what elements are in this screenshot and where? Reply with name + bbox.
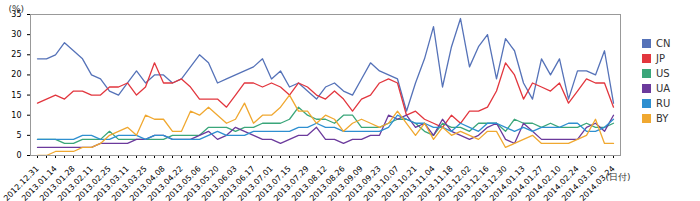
svg-text:(日付): (日付)	[605, 172, 630, 182]
html-text:BY: BY	[656, 112, 669, 124]
svg-text:35: 35	[11, 10, 22, 20]
svg-text:25: 25	[11, 50, 21, 59]
html-text:RU: RU	[656, 97, 671, 109]
svg-text:15: 15	[11, 91, 21, 100]
svg-text:30: 30	[11, 30, 21, 39]
svg-text:2014.03.24: 2014.03.24	[578, 164, 617, 201]
svg-text:20: 20	[11, 70, 21, 79]
svg-text:(%): (%)	[9, 4, 25, 14]
html-text:UA: UA	[656, 82, 671, 94]
svg-text:10: 10	[11, 111, 21, 120]
html-text:US: US	[656, 67, 670, 79]
svg-text:0: 0	[16, 151, 21, 160]
html-text:CN: CN	[656, 37, 671, 49]
svg-text:5: 5	[16, 131, 21, 140]
html-text:JP: JP	[656, 52, 665, 64]
